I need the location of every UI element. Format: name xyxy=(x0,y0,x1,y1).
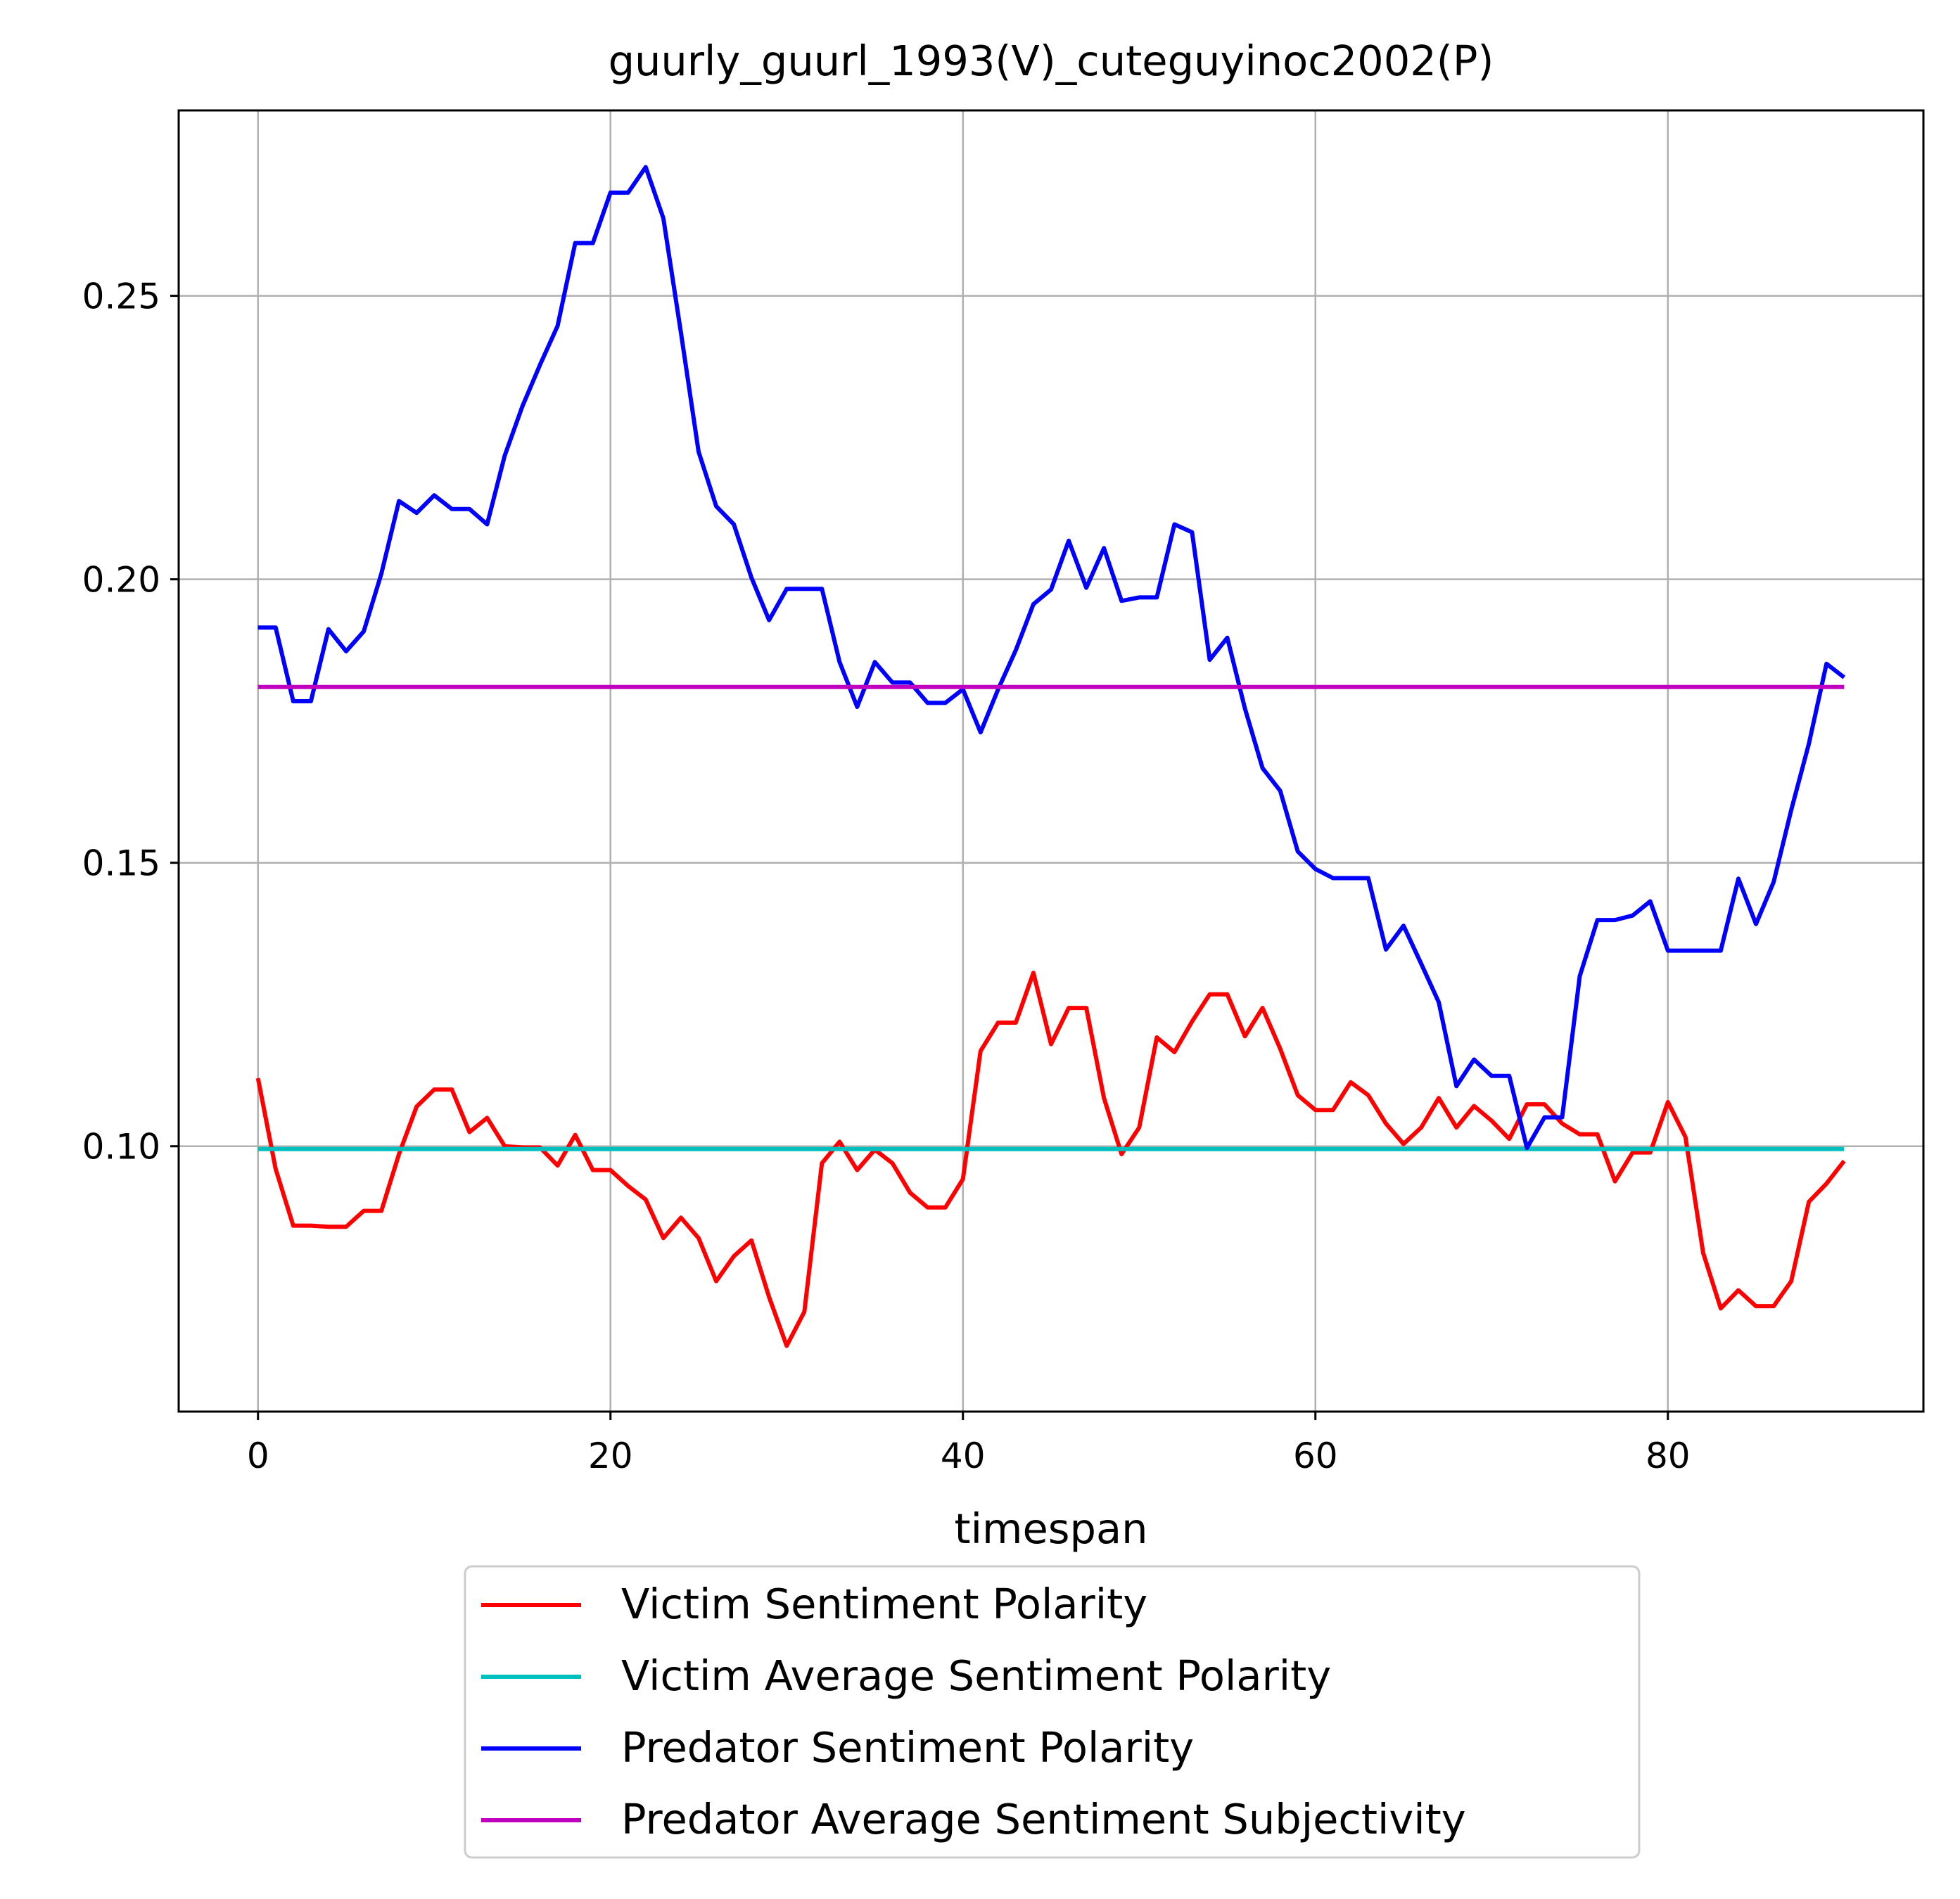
grid xyxy=(179,110,1923,1412)
legend-frame xyxy=(464,1565,1641,1859)
plot-lines xyxy=(255,165,1846,1348)
y-tick-label: 0.25 xyxy=(82,276,160,317)
chart-title: guurly_guurl_1993(V)_cuteguyinoc2002(P) xyxy=(609,37,1494,85)
legend-label-2: Predator Sentiment Polarity xyxy=(621,1723,1194,1772)
x-tick-label: 80 xyxy=(1646,1436,1691,1476)
x-tick-label: 20 xyxy=(588,1436,633,1476)
legend-label-0: Victim Sentiment Polarity xyxy=(621,1580,1147,1628)
x-tick-label: 60 xyxy=(1293,1436,1338,1476)
y-tick-label: 0.20 xyxy=(82,560,160,601)
series-line-2 xyxy=(257,165,1846,1151)
y-tick-label: 0.10 xyxy=(82,1127,160,1168)
legend-label-3: Predator Average Sentiment Subjectivity xyxy=(621,1795,1466,1843)
y-tick-label: 0.15 xyxy=(82,843,160,884)
legend: Victim Sentiment Polarity Victim Average … xyxy=(464,1565,1641,1859)
x-tick-label: 40 xyxy=(941,1436,986,1476)
x-tick-label: 0 xyxy=(247,1436,269,1476)
x-axis-label: timespan xyxy=(954,1504,1147,1553)
axis-ticks: 0 20 40 60 80 0.10 0.15 0.20 0.25 xyxy=(82,276,1691,1476)
legend-label-1: Victim Average Sentiment Polarity xyxy=(621,1651,1331,1700)
plot-frame xyxy=(177,109,1925,1413)
